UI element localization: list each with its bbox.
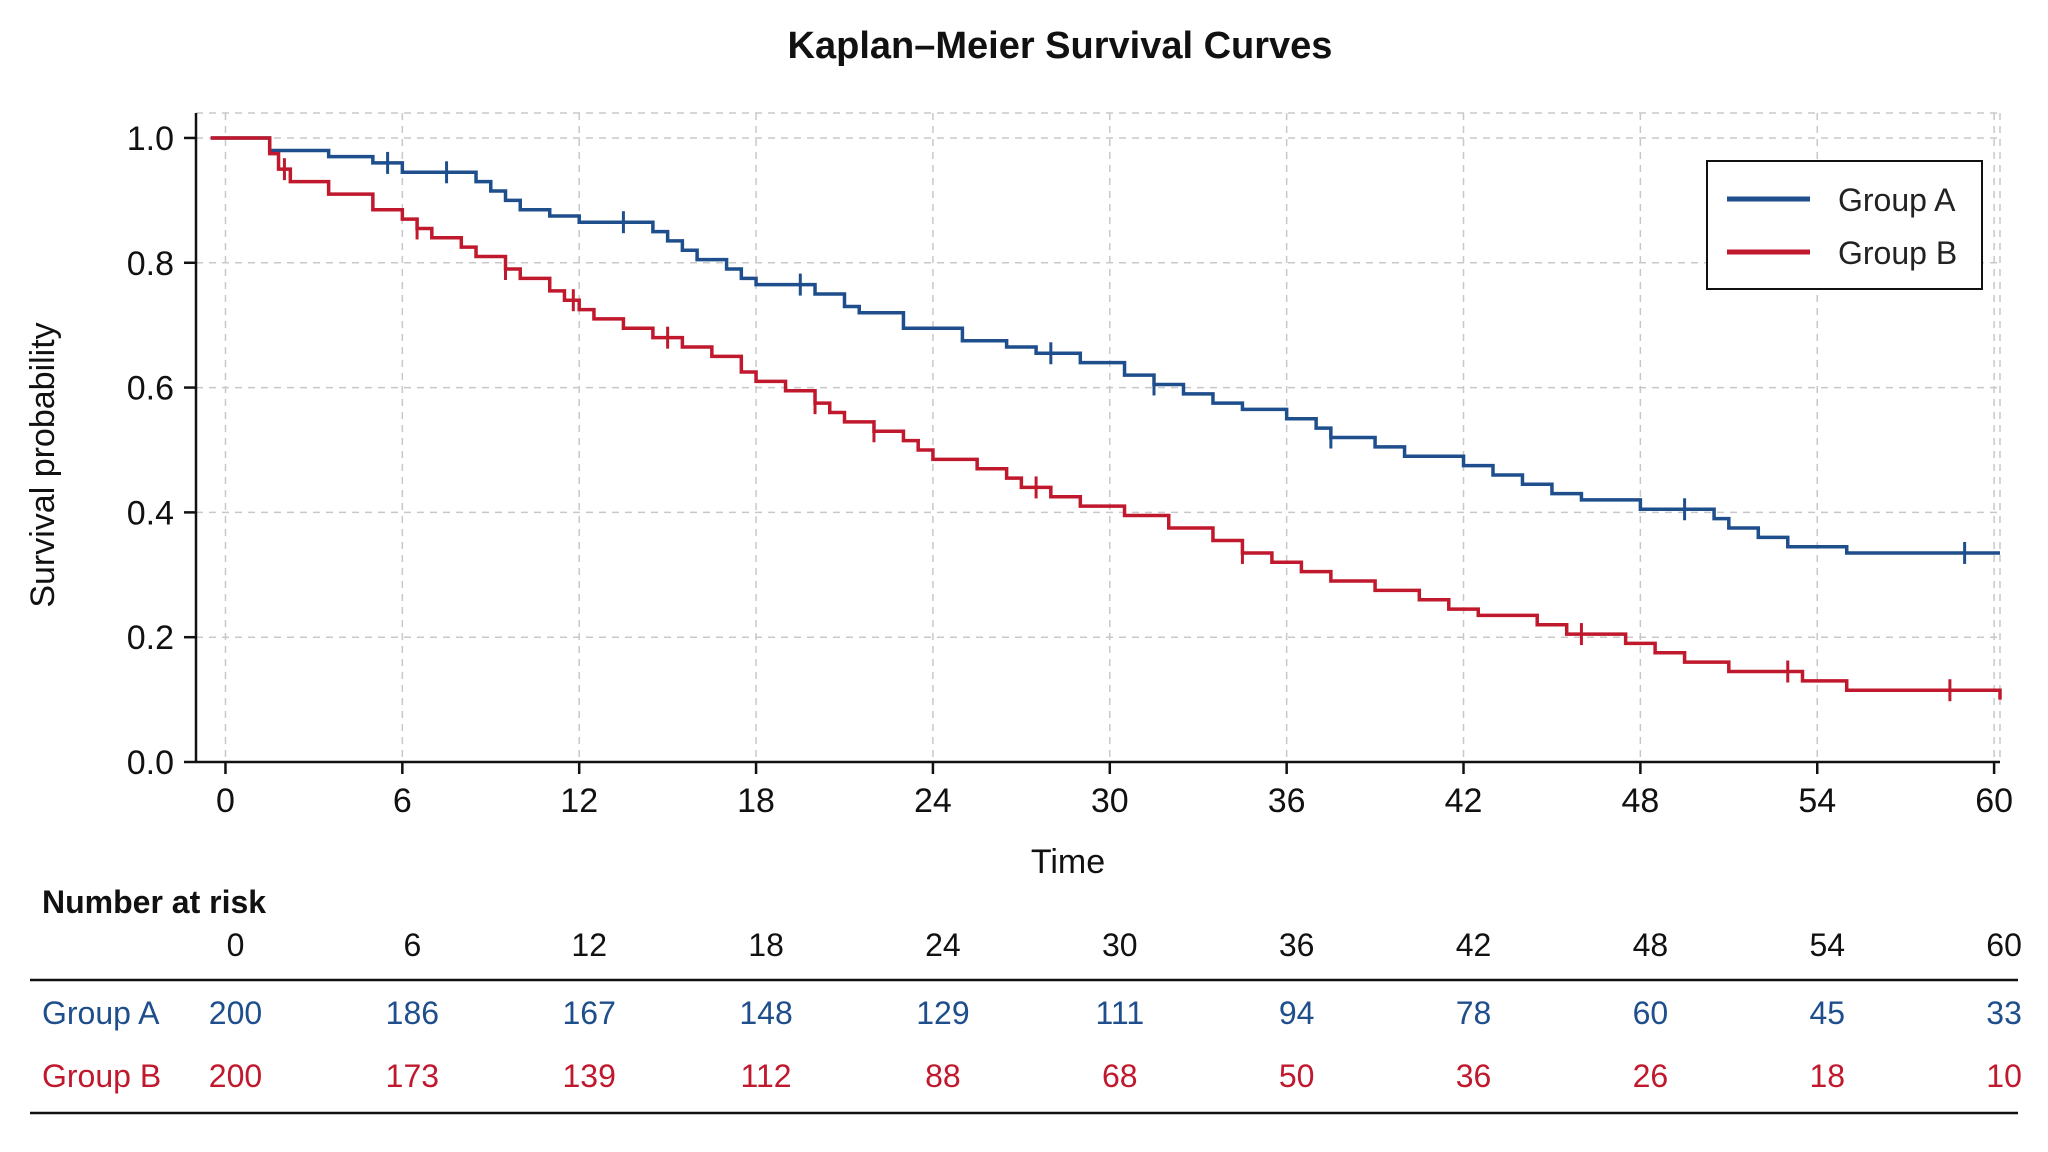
risk-table-times: 0 6 12 18 24 30 36 42 48 54 60 — [227, 927, 2022, 963]
risk-count: 200 — [209, 1058, 262, 1094]
risk-count: 111 — [1095, 995, 1144, 1031]
legend-label-group-a: Group A — [1838, 182, 1956, 218]
x-tick-label: 60 — [1975, 782, 2013, 820]
x-tick-label: 48 — [1621, 782, 1659, 820]
x-tick-label: 0 — [216, 782, 235, 820]
risk-count: 148 — [739, 995, 792, 1031]
x-tick-label: 24 — [914, 782, 952, 820]
y-tick-label: 0.0 — [127, 744, 174, 782]
risk-count: 129 — [916, 995, 969, 1031]
y-tick-label: 0.8 — [127, 245, 174, 283]
y-tick-label: 0.2 — [127, 619, 174, 657]
x-tick-label: 18 — [737, 782, 775, 820]
risk-count: 173 — [386, 1058, 439, 1094]
legend-label-group-b: Group B — [1838, 235, 1957, 271]
legend: Group A Group B — [1706, 160, 1983, 290]
risk-row-label: Group A — [42, 995, 160, 1031]
risk-time-label: 48 — [1633, 927, 1669, 963]
risk-count: 139 — [563, 1058, 616, 1094]
risk-time-label: 0 — [227, 927, 245, 963]
y-tick-label: 1.0 — [127, 120, 174, 158]
risk-count: 36 — [1456, 1058, 1492, 1094]
risk-row-label: Group B — [42, 1058, 161, 1094]
risk-time-label: 36 — [1279, 927, 1315, 963]
y-axis-label: Survival probability — [24, 322, 62, 607]
risk-count: 78 — [1456, 995, 1492, 1031]
x-tick-label: 12 — [560, 782, 598, 820]
risk-time-label: 60 — [1986, 927, 2022, 963]
survival-curves — [210, 136, 2002, 702]
risk-count: 112 — [741, 1058, 792, 1094]
risk-count: 186 — [386, 995, 439, 1031]
risk-time-label: 24 — [925, 927, 961, 963]
risk-count: 10 — [1986, 1058, 2022, 1094]
risk-count: 45 — [1809, 995, 1845, 1031]
chart-title: Kaplan–Meier Survival Curves — [788, 25, 1333, 67]
y-tick-label: 0.4 — [127, 494, 174, 532]
risk-time-label: 42 — [1456, 927, 1492, 963]
risk-count: 26 — [1633, 1058, 1669, 1094]
risk-count: 33 — [1986, 995, 2022, 1031]
risk-count: 50 — [1279, 1058, 1315, 1094]
risk-count: 167 — [563, 995, 616, 1031]
risk-table: Number at risk 0 6 12 18 24 30 36 42 48 54 60 Grou… — [30, 884, 2022, 1115]
curve-group-a — [210, 136, 2000, 555]
risk-time-label: 18 — [748, 927, 784, 963]
x-tick-label: 6 — [393, 782, 412, 820]
risk-table-title: Number at risk — [42, 884, 266, 920]
legend-box — [1706, 160, 1983, 290]
risk-count: 60 — [1633, 995, 1669, 1031]
risk-time-label: 54 — [1809, 927, 1845, 963]
x-axis-label: Time — [1031, 843, 1105, 881]
x-tick-label: 54 — [1798, 782, 1836, 820]
risk-time-label: 6 — [403, 927, 421, 963]
curve-group-b — [210, 136, 2002, 700]
risk-time-label: 30 — [1102, 927, 1138, 963]
risk-time-label: 12 — [571, 927, 607, 963]
x-tick-label: 36 — [1268, 782, 1306, 820]
risk-count: 88 — [925, 1058, 961, 1094]
axes: 0 6 12 18 24 30 36 42 48 54 60 0.0 0.2 0.4 0.6 0.8 1.0 — [127, 113, 2013, 820]
risk-table-rows: Group A 200 186 167 148 129 111 94 78 60 45 33 Group… — [42, 995, 2022, 1094]
y-tick-label: 0.6 — [127, 370, 174, 408]
risk-count: 200 — [209, 995, 262, 1031]
risk-count: 18 — [1809, 1058, 1845, 1094]
x-tick-label: 42 — [1445, 782, 1483, 820]
risk-count: 94 — [1279, 995, 1315, 1031]
risk-count: 68 — [1102, 1058, 1138, 1094]
x-tick-label: 30 — [1091, 782, 1129, 820]
